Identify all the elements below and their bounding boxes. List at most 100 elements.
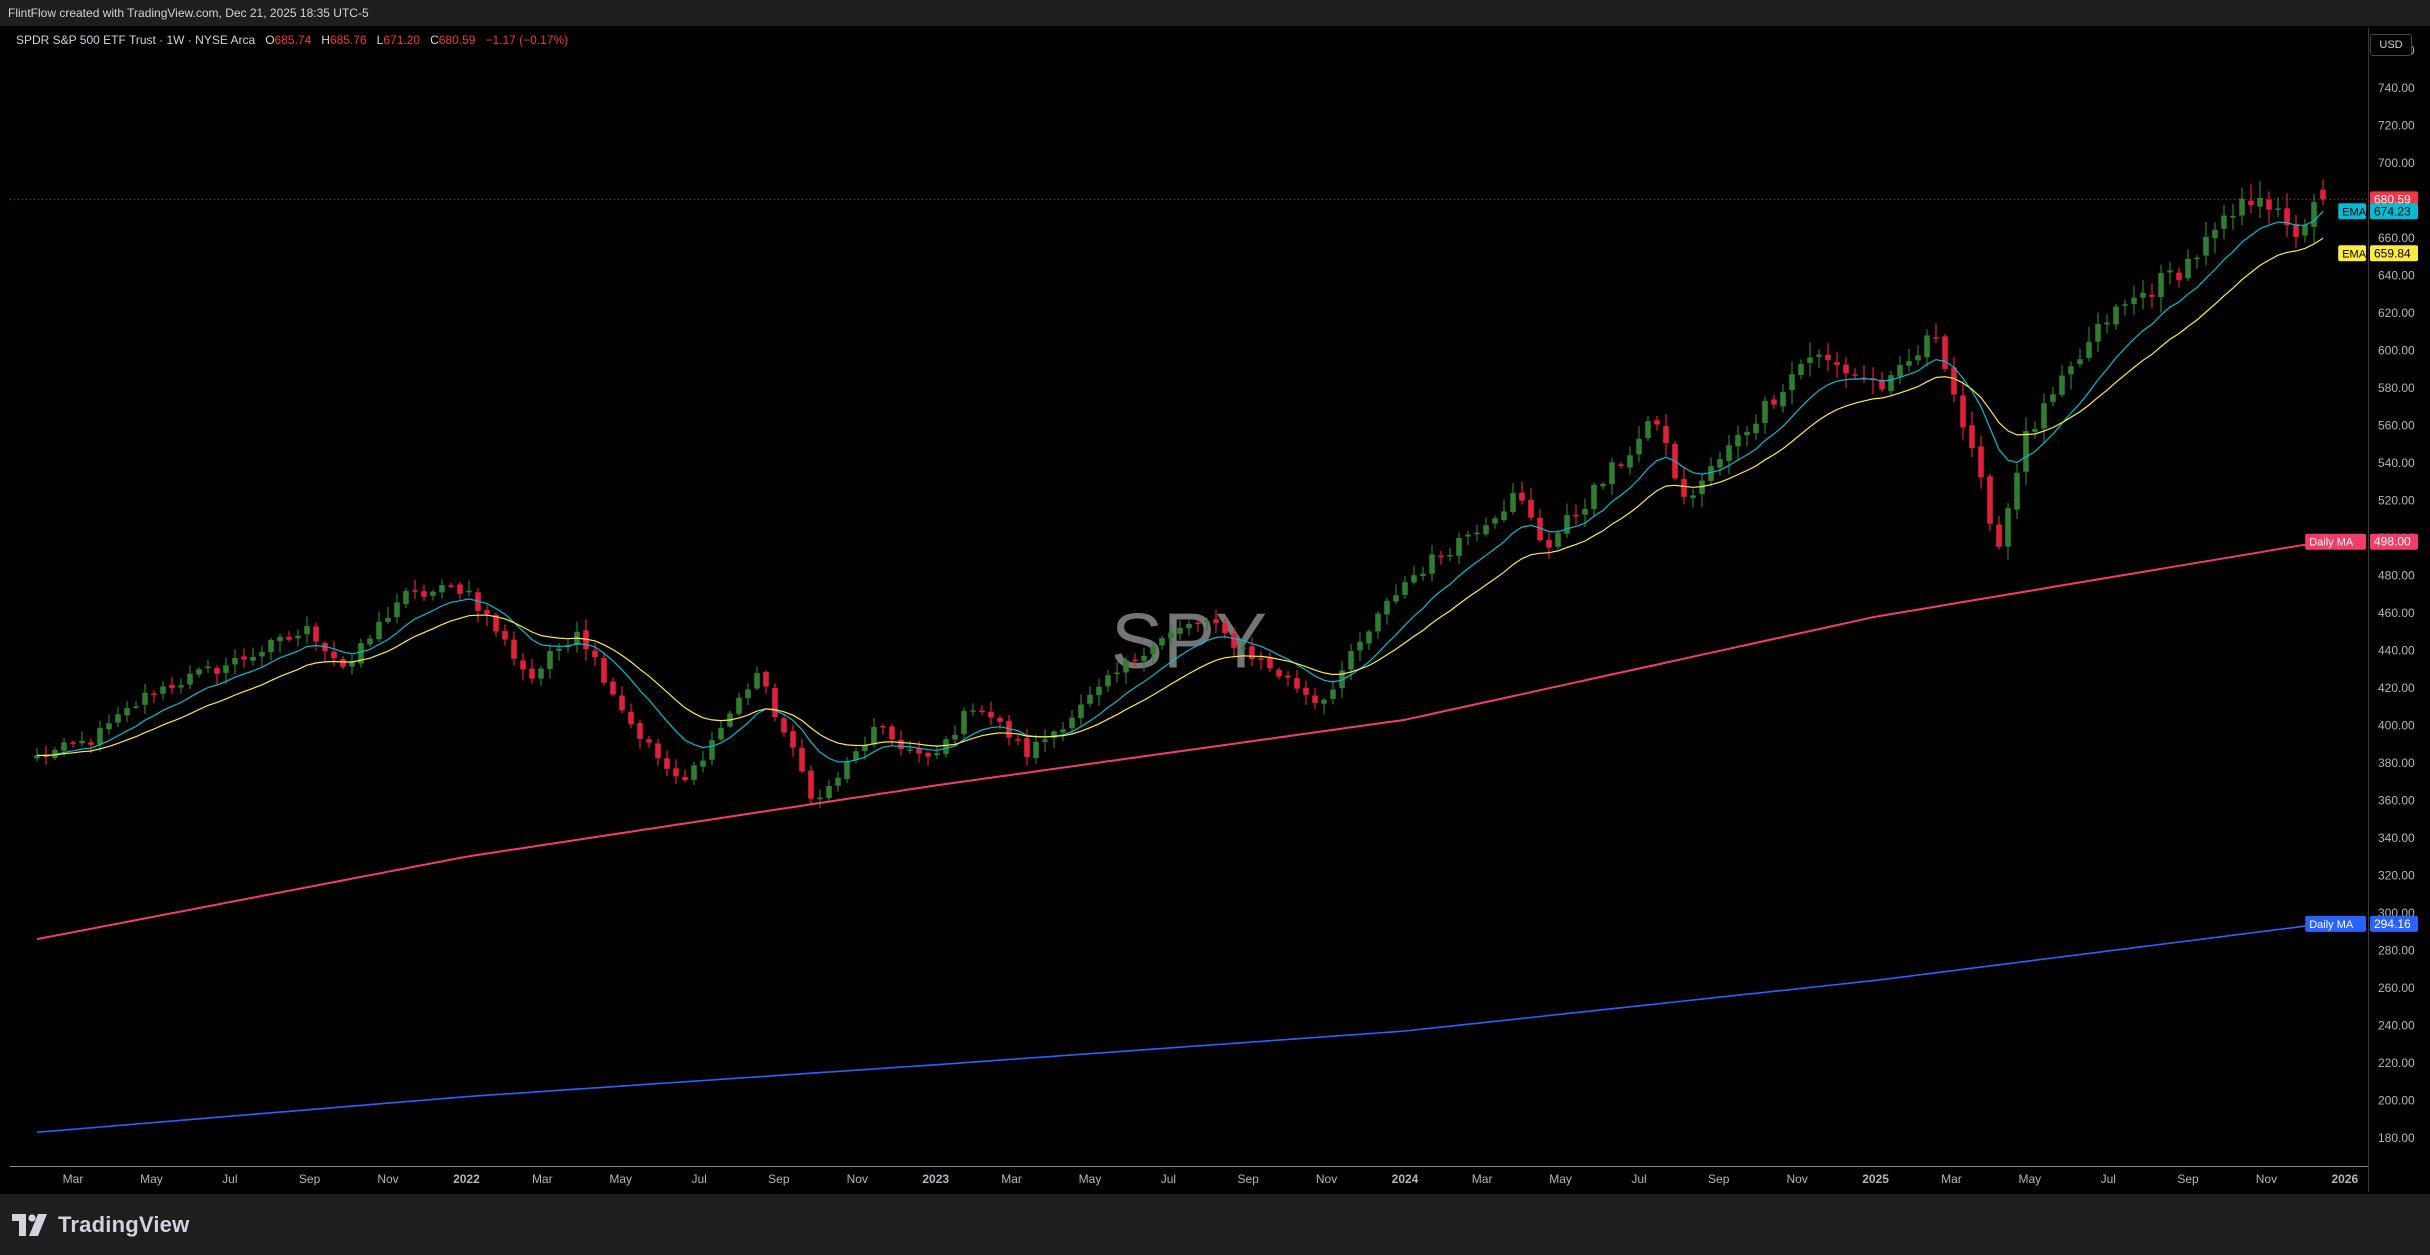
candle bbox=[1897, 355, 1903, 385]
candle-body bbox=[1240, 647, 1246, 650]
candle bbox=[457, 581, 463, 602]
candle-body bbox=[2212, 229, 2218, 239]
candle-body bbox=[655, 743, 661, 759]
price-tick-label: 560.00 bbox=[2378, 418, 2415, 432]
candle bbox=[1312, 688, 1318, 709]
candle-body bbox=[448, 585, 454, 587]
candle bbox=[1834, 351, 1840, 378]
candle bbox=[2275, 197, 2281, 218]
candle-body bbox=[961, 711, 967, 735]
candle-body bbox=[1546, 539, 1552, 548]
currency-selector[interactable]: USD bbox=[2370, 34, 2412, 56]
candle-body bbox=[2221, 215, 2227, 229]
candle-body bbox=[205, 666, 211, 669]
daily-ma-red-value-label-bg bbox=[2370, 533, 2418, 550]
candle bbox=[115, 706, 121, 728]
candle-body bbox=[709, 740, 715, 760]
candle bbox=[673, 759, 679, 785]
tradingview-brand: TradingView bbox=[58, 1212, 190, 1237]
candle bbox=[853, 747, 859, 764]
candle-body bbox=[862, 745, 868, 752]
candle bbox=[2293, 214, 2299, 249]
time-tick-label: Sep bbox=[1708, 1172, 1730, 1186]
candle-body bbox=[1807, 357, 1813, 363]
candle-body bbox=[736, 697, 742, 714]
candle bbox=[2230, 203, 2236, 230]
candle-body bbox=[1897, 364, 1903, 377]
candle-body bbox=[808, 770, 814, 799]
candle-body bbox=[2113, 306, 2119, 325]
time-tick-label: Jul bbox=[222, 1172, 237, 1186]
candle-body bbox=[2140, 292, 2146, 298]
ema-slow-line bbox=[36, 237, 2324, 757]
candle bbox=[646, 735, 652, 748]
candle bbox=[1654, 415, 1660, 431]
price-tick-label: 640.00 bbox=[2378, 268, 2415, 282]
candle bbox=[124, 701, 130, 722]
candle bbox=[736, 692, 742, 717]
candle-body bbox=[1276, 669, 1282, 677]
candle-body bbox=[538, 668, 544, 679]
candle bbox=[547, 644, 553, 679]
candle bbox=[871, 717, 877, 748]
chart-area[interactable]: SPY 180.00 200.00 220.00 240.00 260.00 280.00 3… bbox=[10, 28, 2420, 1192]
candle-body bbox=[2050, 394, 2056, 402]
candle-body bbox=[763, 672, 769, 687]
candle bbox=[1996, 515, 2002, 550]
candle bbox=[1276, 667, 1282, 680]
candle bbox=[1744, 426, 1750, 447]
price-tick-label: 360.00 bbox=[2378, 793, 2415, 807]
candle bbox=[1456, 532, 1462, 565]
candle bbox=[1393, 584, 1399, 605]
candle bbox=[862, 736, 868, 760]
price-tick-label: 740.00 bbox=[2378, 81, 2415, 95]
candle-body bbox=[259, 651, 265, 657]
candle-body bbox=[871, 726, 877, 745]
candle bbox=[1267, 652, 1273, 673]
candle-body bbox=[151, 693, 157, 696]
candle bbox=[880, 723, 886, 735]
candle-body bbox=[1033, 741, 1039, 758]
daily-ma-red-value-label: 498.00 bbox=[2370, 533, 2418, 550]
candle-body bbox=[2077, 359, 2083, 365]
candle bbox=[2221, 204, 2227, 240]
candle bbox=[250, 647, 256, 666]
candle-body bbox=[178, 685, 184, 688]
time-tick-label: 2026 bbox=[2332, 1172, 2359, 1186]
legend-low-value: 671.20 bbox=[383, 33, 421, 47]
candle-body bbox=[1915, 355, 1921, 361]
candle bbox=[1168, 624, 1174, 644]
candle bbox=[2113, 303, 2119, 330]
candle bbox=[2077, 348, 2083, 368]
candle-body bbox=[1069, 717, 1075, 729]
legend-close-label: C bbox=[430, 33, 439, 47]
candle bbox=[1195, 620, 1201, 632]
candle bbox=[1582, 498, 1588, 527]
candle-body bbox=[1663, 426, 1669, 444]
candle-body bbox=[1888, 375, 1894, 392]
candle-body bbox=[700, 760, 706, 767]
ema-fast-name-tag: EMA bbox=[2338, 203, 2367, 220]
candle bbox=[529, 658, 535, 684]
candle bbox=[349, 654, 355, 675]
candle bbox=[1789, 361, 1795, 405]
candle-body bbox=[1996, 524, 2002, 547]
candle-body bbox=[889, 726, 895, 740]
candle-body bbox=[466, 590, 472, 593]
candle-body bbox=[610, 681, 616, 695]
price-chart[interactable]: SPY180.00200.00220.00240.00260.00280.003… bbox=[10, 28, 2420, 1192]
candle bbox=[1564, 503, 1570, 538]
candle-body bbox=[1456, 537, 1462, 556]
tradingview-logo[interactable]: TradingView bbox=[12, 1212, 189, 1238]
candle bbox=[2086, 326, 2092, 362]
candle bbox=[1204, 617, 1210, 630]
candle-body bbox=[754, 673, 760, 689]
candle-body bbox=[2257, 197, 2263, 207]
candle-body bbox=[1024, 738, 1030, 757]
candle-body bbox=[790, 731, 796, 748]
candle-body bbox=[619, 695, 625, 711]
candle-body bbox=[1969, 425, 1975, 449]
candle-body bbox=[772, 687, 778, 717]
candle-body bbox=[691, 765, 697, 780]
candle-body bbox=[1168, 632, 1174, 638]
